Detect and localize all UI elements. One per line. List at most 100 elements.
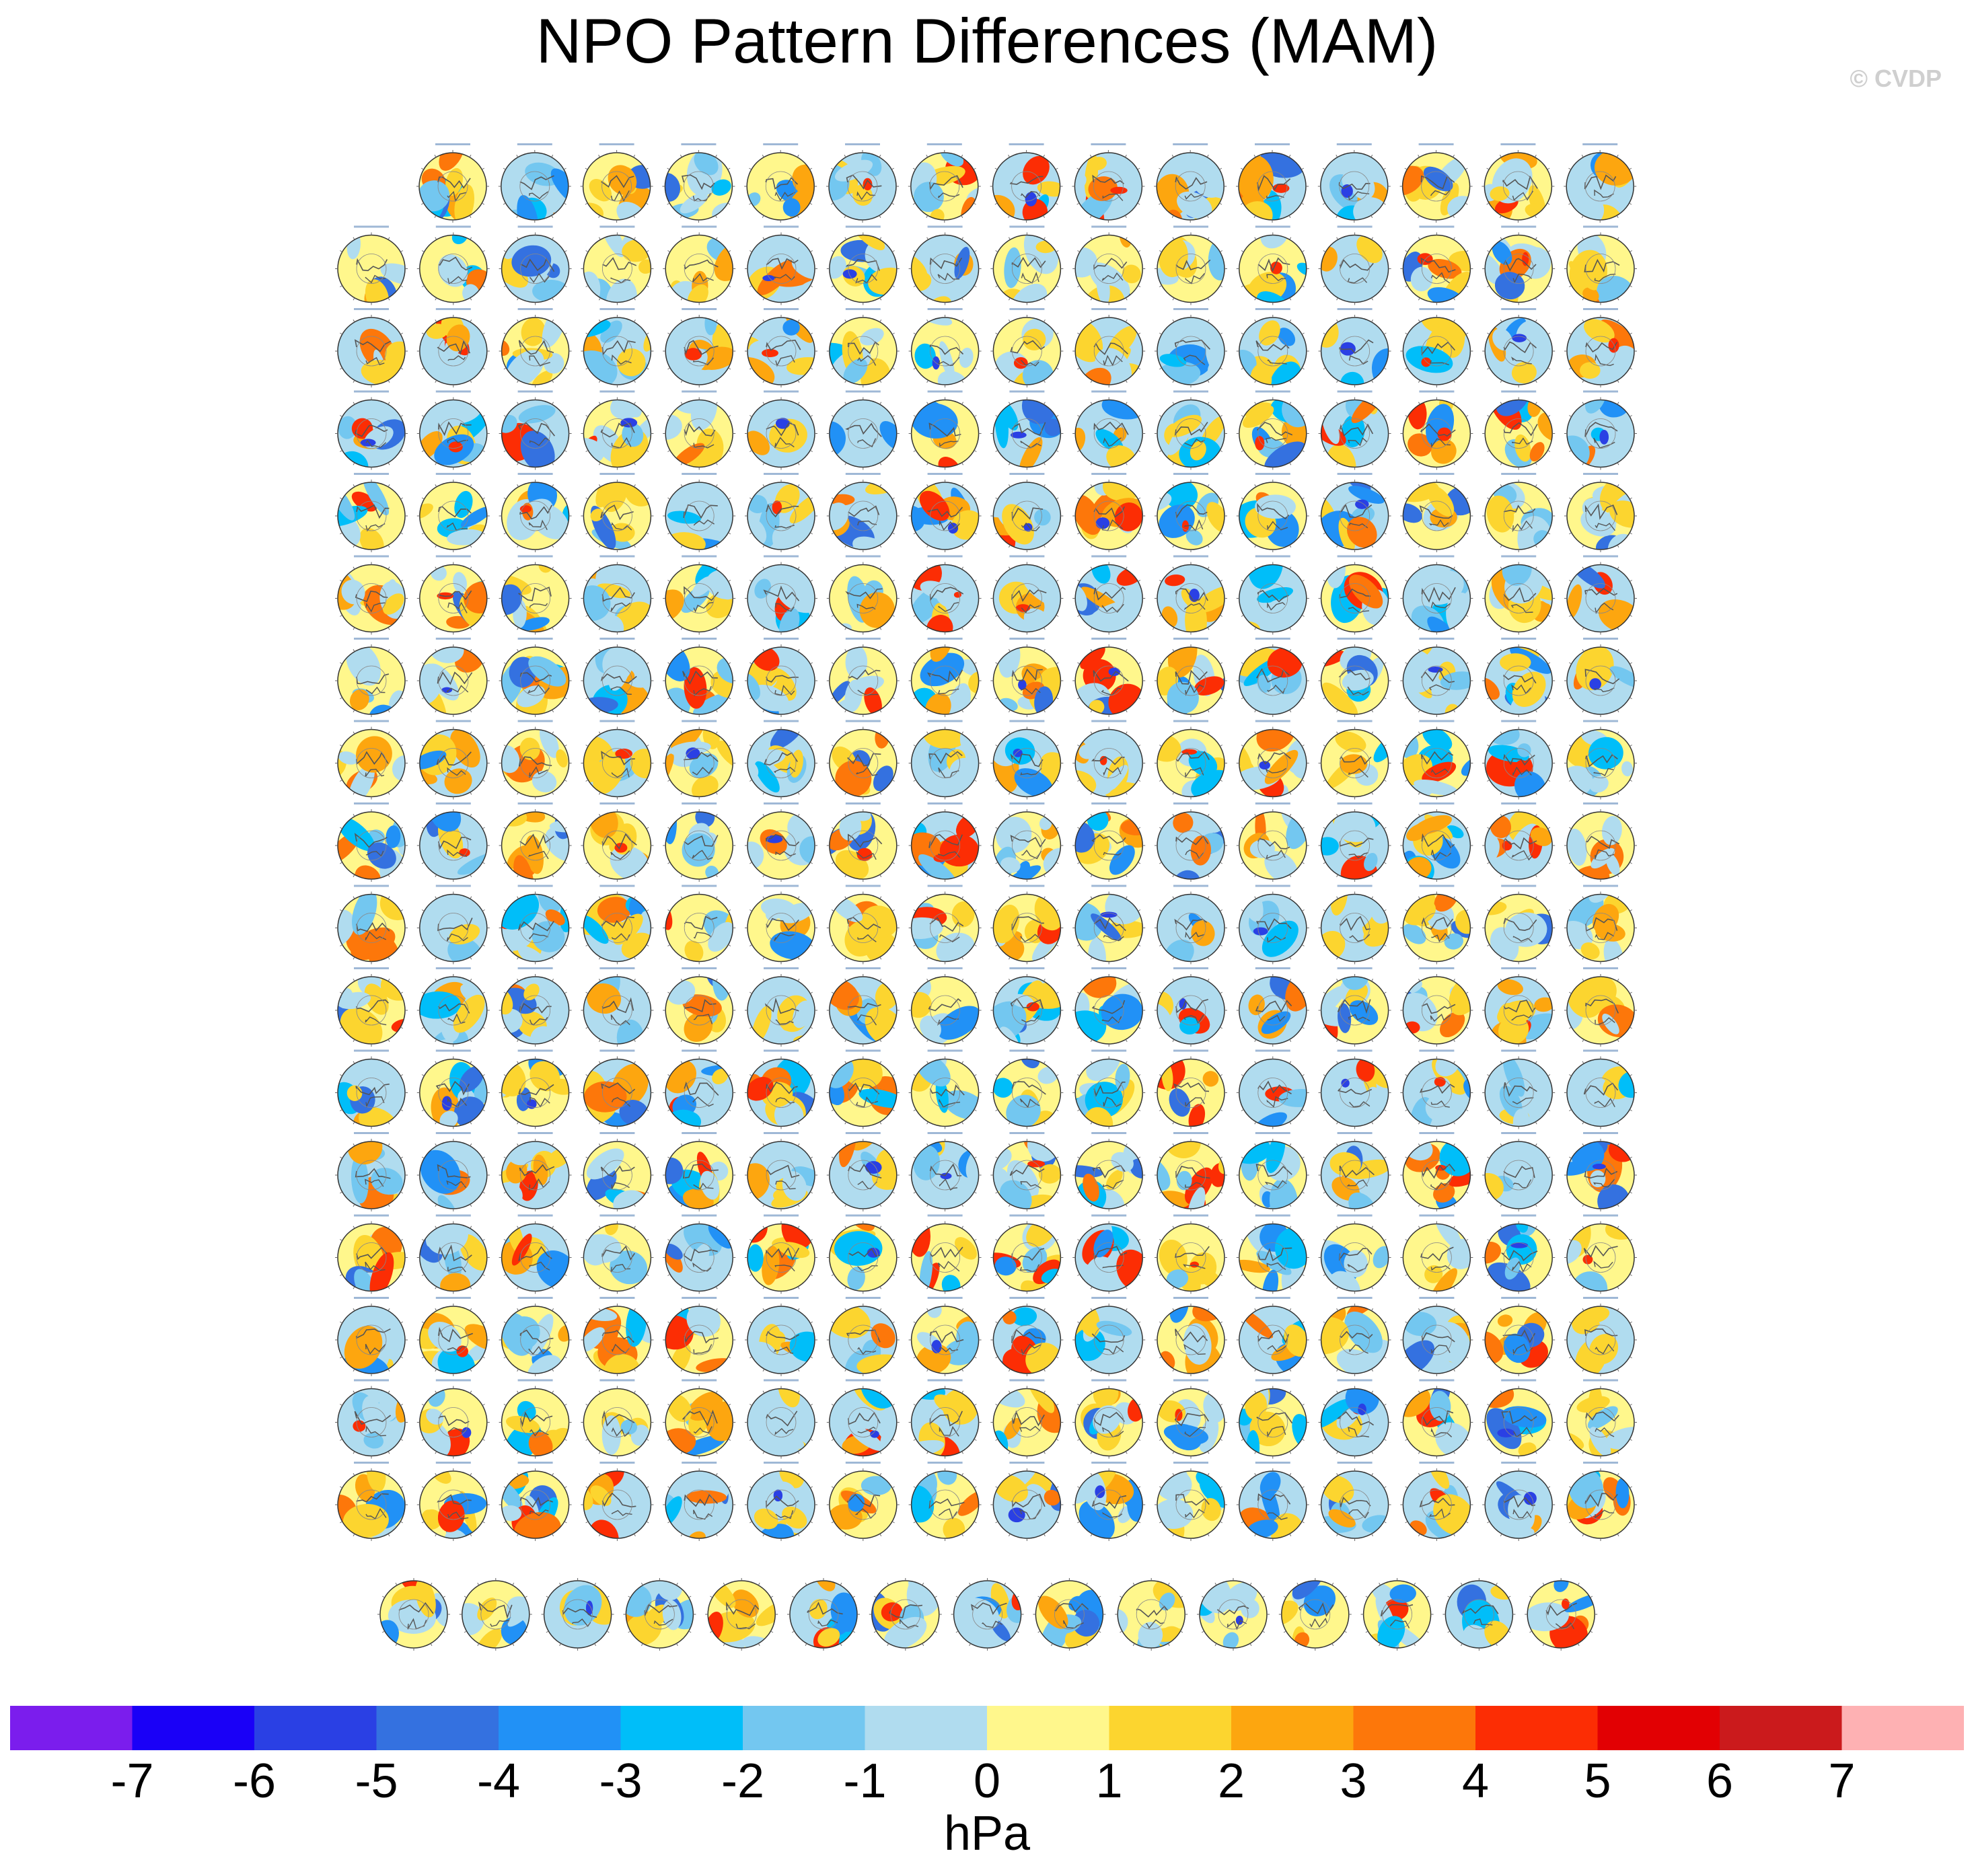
- longitude-tick: [1323, 451, 1325, 452]
- panel-title: [928, 391, 963, 393]
- longitude-tick: [470, 1061, 472, 1063]
- longitude-tick: [647, 745, 649, 747]
- longitude-tick: [552, 814, 554, 816]
- longitude-tick: [1535, 155, 1536, 157]
- longitude-tick: [927, 380, 928, 382]
- longitude-tick: [422, 780, 424, 782]
- longitude-tick: [400, 698, 402, 699]
- longitude-tick: [400, 251, 402, 252]
- longitude-tick: [647, 286, 649, 287]
- longitude-tick: [340, 286, 342, 287]
- longitude-tick: [1302, 780, 1304, 782]
- longitude-tick: [1056, 333, 1058, 334]
- longitude-tick: [798, 298, 799, 300]
- longitude-tick: [1535, 792, 1537, 794]
- longitude-tick: [552, 155, 553, 157]
- panel-title: [846, 720, 881, 722]
- longitude-tick: [1290, 732, 1291, 734]
- longitude-tick: [634, 380, 635, 382]
- longitude-tick: [1009, 792, 1010, 794]
- anomaly-core: [1589, 678, 1601, 690]
- longitude-tick: [586, 780, 588, 782]
- longitude-tick: [1500, 814, 1502, 816]
- map-panel: [1319, 552, 1399, 635]
- panel-title: [764, 556, 799, 558]
- longitude-tick: [400, 368, 402, 369]
- panel-title: [1583, 720, 1618, 722]
- longitude-tick: [1487, 615, 1489, 617]
- map-panel: [1482, 549, 1565, 634]
- longitude-tick: [1405, 498, 1408, 499]
- longitude-tick: [340, 910, 342, 911]
- panel-title: [1091, 556, 1126, 558]
- longitude-tick: [1241, 780, 1243, 782]
- map-panel: [576, 143, 663, 234]
- longitude-tick: [681, 957, 682, 959]
- panel-title: [354, 391, 389, 393]
- map-panel: [1319, 1050, 1407, 1133]
- longitude-tick: [1173, 957, 1174, 959]
- longitude-tick: [388, 298, 390, 300]
- panel-title: [599, 638, 634, 640]
- longitude-tick: [1044, 380, 1045, 382]
- longitude-tick: [1405, 1075, 1408, 1076]
- longitude-tick: [996, 580, 998, 582]
- longitude-tick: [1405, 910, 1408, 911]
- longitude-tick: [1290, 792, 1291, 794]
- longitude-tick: [763, 732, 764, 734]
- longitude-tick: [1453, 402, 1455, 404]
- longitude-tick: [422, 992, 424, 993]
- longitude-tick: [1418, 732, 1420, 734]
- longitude-tick: [1323, 416, 1325, 417]
- longitude-tick: [1630, 286, 1632, 287]
- longitude-tick: [482, 333, 484, 334]
- longitude-tick: [435, 732, 437, 734]
- panel-title: [1255, 143, 1290, 145]
- map-panel: [826, 638, 900, 719]
- longitude-tick: [1548, 368, 1550, 369]
- longitude-tick: [962, 897, 963, 899]
- longitude-tick: [647, 498, 649, 499]
- longitude-tick: [388, 380, 390, 382]
- longitude-tick: [996, 1075, 998, 1076]
- panel-title: [1009, 638, 1044, 640]
- map-panel: [652, 143, 743, 227]
- longitude-tick: [1337, 1122, 1338, 1124]
- longitude-tick: [667, 533, 669, 534]
- longitude-tick: [974, 286, 976, 287]
- longitude-tick: [1384, 745, 1386, 747]
- longitude-tick: [1548, 862, 1550, 864]
- panel-title: [354, 1050, 389, 1052]
- longitude-tick: [729, 251, 731, 252]
- longitude-tick: [1418, 155, 1420, 157]
- panel-title: [682, 391, 717, 393]
- longitude-tick: [422, 416, 424, 417]
- longitude-tick: [1466, 451, 1468, 452]
- panel-title: [599, 391, 634, 393]
- longitude-tick: [1548, 251, 1550, 252]
- longitude-tick: [552, 874, 554, 876]
- longitude-tick: [435, 380, 437, 382]
- longitude-tick: [667, 1075, 669, 1076]
- panel-title: [927, 143, 962, 145]
- longitude-tick: [1630, 698, 1632, 699]
- panel-title: [764, 638, 799, 640]
- longitude-tick: [1466, 580, 1468, 582]
- longitude-tick: [681, 792, 682, 794]
- longitude-tick: [1173, 1061, 1174, 1063]
- longitude-tick: [974, 745, 976, 747]
- longitude-tick: [729, 416, 731, 417]
- longitude-tick: [750, 862, 752, 864]
- longitude-tick: [1500, 237, 1502, 239]
- longitude-tick: [914, 1075, 916, 1076]
- longitude-tick: [1453, 215, 1455, 217]
- longitude-tick: [1466, 1110, 1468, 1111]
- longitude-tick: [798, 957, 799, 959]
- longitude-tick: [1241, 251, 1243, 252]
- longitude-tick: [974, 333, 976, 334]
- longitude-tick: [585, 168, 587, 170]
- longitude-tick: [1091, 814, 1092, 816]
- longitude-tick: [646, 203, 648, 204]
- map-panel: [904, 1047, 990, 1129]
- map-panel: [745, 885, 817, 965]
